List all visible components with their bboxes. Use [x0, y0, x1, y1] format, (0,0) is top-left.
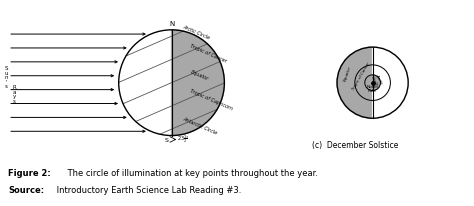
Text: Equator: Equator: [191, 70, 210, 82]
Text: Tropic of Capricorn: Tropic of Capricorn: [189, 88, 233, 111]
Text: Tropic of Cancer: Tropic of Cancer: [352, 61, 371, 91]
Text: Source:: Source:: [8, 186, 44, 195]
Polygon shape: [118, 30, 172, 136]
Circle shape: [355, 65, 391, 101]
Polygon shape: [373, 65, 391, 101]
Text: (c)  December Solstice: (c) December Solstice: [311, 142, 398, 150]
Text: R
a
y
s: R a y s: [12, 85, 16, 104]
Text: The circle of illumination at key points throughout the year.: The circle of illumination at key points…: [65, 169, 319, 178]
Circle shape: [337, 47, 408, 118]
Text: North
Pole: North Pole: [366, 85, 379, 93]
Text: Introductory Earth Science Lab Reading #3.: Introductory Earth Science Lab Reading #…: [55, 186, 242, 195]
Circle shape: [365, 75, 381, 90]
Text: S
u
n
'
s: S u n ' s: [4, 66, 8, 89]
Text: Arctic Circle: Arctic Circle: [182, 25, 211, 41]
Text: 23$\frac{1}{2}$°: 23$\frac{1}{2}$°: [177, 133, 191, 145]
Text: S: S: [164, 138, 169, 143]
Polygon shape: [373, 47, 408, 118]
Polygon shape: [172, 30, 224, 136]
Text: Tropic of Cancer: Tropic of Cancer: [189, 43, 227, 63]
Text: N: N: [169, 21, 174, 27]
Text: Figure 2:: Figure 2:: [8, 169, 51, 178]
Text: Arctic
Circle: Arctic Circle: [370, 73, 383, 87]
Text: Equator: Equator: [343, 65, 352, 82]
Text: Antarctic Circle: Antarctic Circle: [182, 116, 218, 136]
